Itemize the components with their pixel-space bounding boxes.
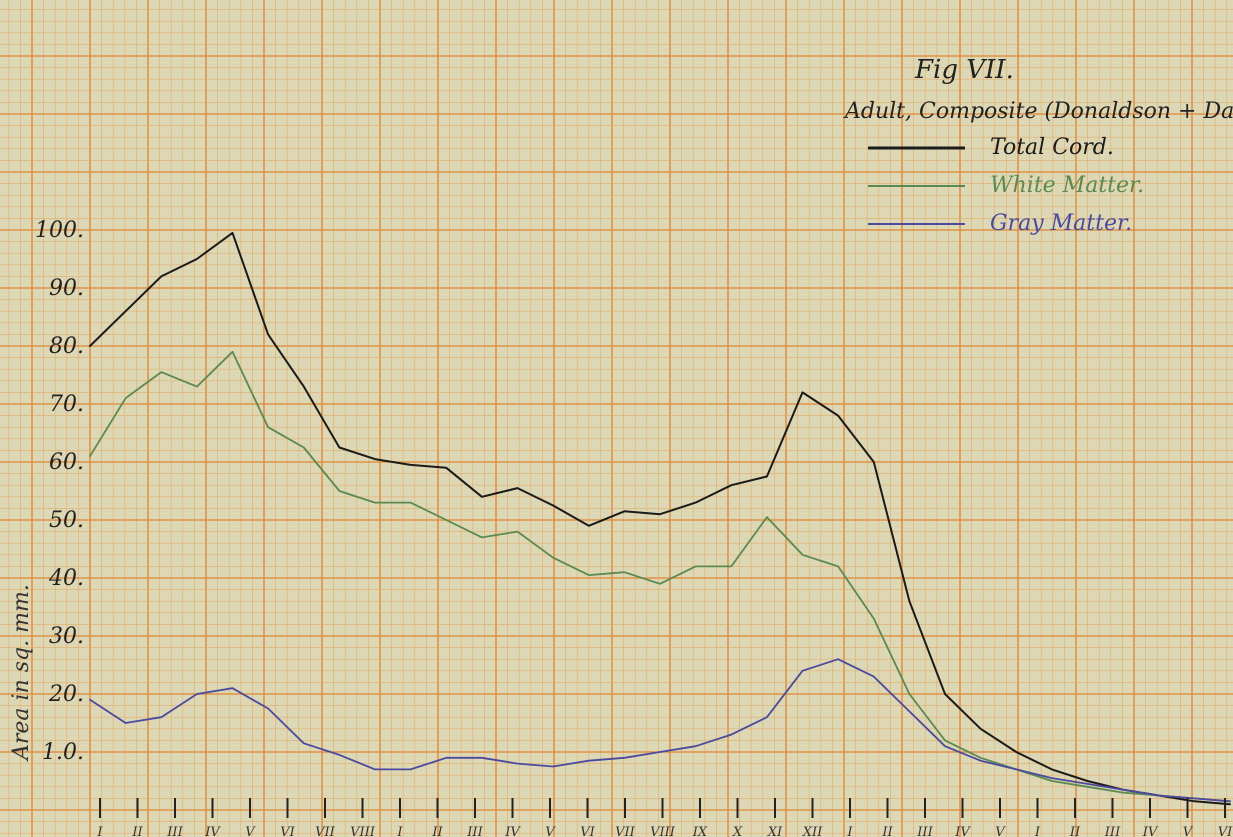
- y-tick-label: 100.: [35, 218, 84, 243]
- x-tick-label: II: [131, 825, 143, 837]
- x-tick-label: I: [396, 825, 403, 837]
- x-tick-label: II: [881, 825, 893, 837]
- x-tick-label: VII: [315, 825, 336, 837]
- x-tick-label: IX: [692, 825, 708, 837]
- x-tick-label: V: [245, 825, 256, 837]
- y-tick-label: 1.0.: [42, 740, 84, 765]
- y-tick-label: 50.: [49, 508, 84, 533]
- x-tick-label: VI: [580, 825, 595, 837]
- x-tick-label: I: [1034, 825, 1041, 837]
- x-tick-label: III: [916, 825, 933, 837]
- chart-subtitle: Adult, Composite (Donaldson + Davis.): [843, 99, 1233, 124]
- x-tick-label: X: [732, 825, 743, 837]
- y-tick-label: 80.: [49, 334, 84, 359]
- legend: Total Cord. White Matter. Gray Matter.: [868, 135, 1144, 236]
- series-line-3: [89, 658, 1231, 803]
- y-tick-label: 40.: [48, 566, 84, 591]
- x-tick-label: II: [431, 825, 443, 837]
- x-tick-label: IV: [204, 825, 221, 837]
- y-axis-ticks: 1.0. 20. 30. 40. 50. 60. 70. 80. 90. 100.: [35, 218, 84, 765]
- legend-label-1: Total Cord.: [990, 135, 1114, 160]
- x-tick-label: XII: [802, 825, 823, 837]
- series-line-2: [89, 350, 1231, 803]
- x-tick-label: VIII: [350, 825, 376, 837]
- y-tick-label: 20.: [48, 682, 84, 707]
- y-tick-label: 70.: [49, 392, 84, 417]
- x-tick-label: III: [1104, 825, 1121, 837]
- x-tick-label: IV: [504, 825, 521, 837]
- y-tick-label: 90.: [49, 276, 84, 301]
- x-tick-label: III: [466, 825, 483, 837]
- series-line-1: [89, 231, 1231, 806]
- x-tick-label: IV: [1142, 825, 1159, 837]
- x-tick-label: V: [545, 825, 556, 837]
- chart-title: Fig VII.: [914, 55, 1014, 85]
- x-tick-label: V: [995, 825, 1006, 837]
- x-tick-label: II: [1069, 825, 1081, 837]
- x-tick-label: V: [1183, 825, 1194, 837]
- series-group: [89, 231, 1231, 806]
- x-tick-label: VI: [280, 825, 295, 837]
- y-tick-label: 60.: [49, 450, 84, 475]
- x-tick-label: VIII: [650, 825, 676, 837]
- x-tick-label: VI: [1218, 825, 1233, 837]
- x-tick-label: I: [846, 825, 853, 837]
- legend-label-3: Gray Matter.: [990, 211, 1132, 236]
- legend-label-2: White Matter.: [990, 173, 1144, 198]
- x-tick-label: IV: [954, 825, 971, 837]
- x-tick-label: VII: [615, 825, 636, 837]
- y-tick-label: 30.: [49, 624, 84, 649]
- x-tick-label: III: [166, 825, 183, 837]
- x-tick-label: XI: [767, 825, 783, 837]
- x-axis-ticks: I II III IV V VI VII VIII I II III IV V VI VII VIII IX X X…: [96, 798, 1233, 837]
- x-tick-label: I: [96, 825, 103, 837]
- y-axis-label: Area in sq. mm.: [9, 584, 34, 762]
